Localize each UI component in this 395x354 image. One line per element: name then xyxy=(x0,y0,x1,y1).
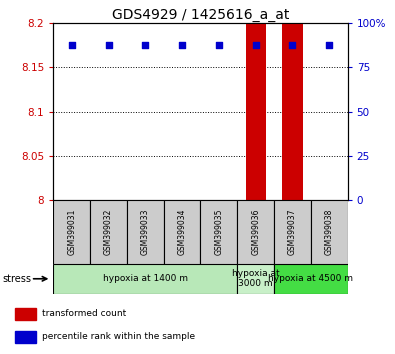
Bar xyxy=(164,200,201,264)
Bar xyxy=(237,200,274,264)
Text: stress: stress xyxy=(2,274,31,284)
Point xyxy=(142,42,149,48)
Point xyxy=(105,42,112,48)
Text: GSM399038: GSM399038 xyxy=(325,209,334,255)
Text: GSM399031: GSM399031 xyxy=(67,209,76,255)
Bar xyxy=(237,264,274,294)
Point xyxy=(69,42,75,48)
Text: GSM399036: GSM399036 xyxy=(251,209,260,255)
Bar xyxy=(53,200,90,264)
Point xyxy=(216,42,222,48)
Point xyxy=(252,42,259,48)
Bar xyxy=(282,23,303,200)
Bar xyxy=(53,264,237,294)
Bar xyxy=(246,23,266,200)
Text: GSM399032: GSM399032 xyxy=(104,209,113,255)
Text: transformed count: transformed count xyxy=(42,309,126,319)
Text: hypoxia at 4500 m: hypoxia at 4500 m xyxy=(268,274,353,283)
Text: GSM399035: GSM399035 xyxy=(214,209,223,255)
Bar xyxy=(127,200,164,264)
Bar xyxy=(311,200,348,264)
Title: GDS4929 / 1425616_a_at: GDS4929 / 1425616_a_at xyxy=(112,8,289,22)
Text: GSM399037: GSM399037 xyxy=(288,209,297,255)
Text: GSM399033: GSM399033 xyxy=(141,209,150,255)
Point xyxy=(326,42,332,48)
Bar xyxy=(201,200,237,264)
Bar xyxy=(15,308,36,320)
Text: percentile rank within the sample: percentile rank within the sample xyxy=(42,332,195,342)
Text: GSM399034: GSM399034 xyxy=(178,209,186,255)
Text: hypoxia at
3000 m: hypoxia at 3000 m xyxy=(232,269,279,289)
Bar xyxy=(274,264,348,294)
Text: hypoxia at 1400 m: hypoxia at 1400 m xyxy=(103,274,188,283)
Bar xyxy=(15,331,36,343)
Bar xyxy=(90,200,127,264)
Point xyxy=(289,42,295,48)
Bar xyxy=(274,200,311,264)
Point xyxy=(179,42,185,48)
